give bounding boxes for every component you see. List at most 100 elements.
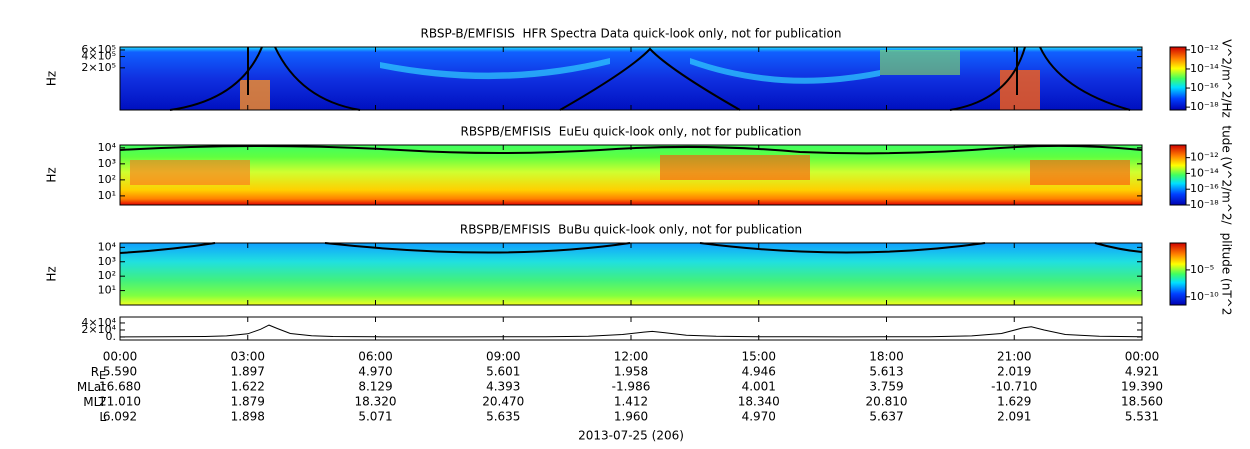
- colorbar-tick-label: 10⁻¹²: [1190, 43, 1219, 56]
- x-tick-label: 00:00: [1125, 350, 1160, 364]
- line: [119, 324, 1143, 338]
- colorbar-label: plitude (nT^2: [1220, 233, 1234, 316]
- y-tick-label: 10³: [98, 255, 116, 268]
- ephemeris-value: 1.958: [614, 365, 648, 379]
- ephemeris-value: 16.680: [99, 380, 141, 394]
- ephemeris-value: 4.970: [358, 365, 392, 379]
- colorbar-tick-label: 10⁻¹⁸: [1190, 198, 1219, 211]
- ephemeris-value: -10.710: [991, 380, 1037, 394]
- x-tick-label: 12:00: [614, 350, 649, 364]
- colorbar-tick-label: 10⁻¹⁸: [1190, 100, 1219, 113]
- y-tick-label: 10⁴: [98, 240, 117, 253]
- x-tick-label: 15:00: [741, 350, 776, 364]
- panel-title: RBSP-B/EMFISIS HFR Spectra Data quick-lo…: [421, 27, 842, 41]
- ephemeris-value: 19.390: [1121, 380, 1163, 394]
- colorbar-tick-label: 10⁻¹⁶: [1190, 182, 1219, 195]
- ephemeris-value: 21.010: [99, 395, 141, 409]
- ephemeris-value: 20.810: [866, 395, 908, 409]
- ephemeris-label: MLT: [83, 395, 106, 409]
- panel-title: RBSPB/EMFISIS BuBu quick-look only, not …: [460, 223, 802, 237]
- x-tick-label: 06:00: [358, 350, 393, 364]
- feature: [1030, 160, 1130, 185]
- y-tick-label: 10⁴: [98, 141, 117, 154]
- y-axis-label: Hz: [45, 266, 59, 281]
- spectrogram-images: [119, 46, 1143, 341]
- colorbar-tick-label: 10⁻¹⁰: [1190, 290, 1219, 303]
- ephemeris-label-text: MLT: [83, 395, 106, 409]
- feature: [380, 58, 610, 80]
- y-tick-label: 10²: [98, 269, 116, 282]
- ephemeris-value: 5.613: [869, 365, 903, 379]
- ephemeris-value: 4.001: [742, 380, 776, 394]
- feature: [660, 155, 810, 180]
- y-tick-label: 10¹: [98, 284, 116, 297]
- colorbar-tick-label: 10⁻¹⁶: [1190, 81, 1219, 94]
- ephemeris-label-text: R: [91, 365, 99, 379]
- ephemeris-value: 20.470: [482, 395, 524, 409]
- ephemeris-value: 1.897: [231, 365, 265, 379]
- x-tick-label: 21:00: [997, 350, 1032, 364]
- spectrogram-2: [120, 145, 1142, 205]
- ephemeris-value: 4.393: [486, 380, 520, 394]
- y-tick-label: 2×10⁴: [81, 323, 116, 336]
- cyclotron-curve: [169, 46, 1131, 111]
- ephemeris-value: 6.092: [103, 410, 137, 424]
- ephemeris-value: 18.320: [355, 395, 397, 409]
- spectrogram-3: [120, 243, 1142, 305]
- ephemeris-label-text: MLat: [77, 380, 106, 394]
- y-tick-label: 10²: [98, 173, 116, 186]
- y-tick-label: 6×10⁵: [81, 43, 116, 56]
- ephemeris-value: 4.946: [742, 365, 776, 379]
- ephemeris-label-sub: E: [99, 369, 106, 382]
- feature: [240, 80, 270, 110]
- y-tick-label: 4×10⁴: [81, 316, 116, 329]
- ephemeris-value: 1.898: [231, 410, 265, 424]
- x-tick-label: 00:00: [103, 350, 138, 364]
- x-tick-label: 03:00: [230, 350, 265, 364]
- ephemeris-value: 5.637: [869, 410, 903, 424]
- ephemeris-value: 18.560: [1121, 395, 1163, 409]
- ephemeris-label: L: [99, 410, 106, 424]
- feature: [130, 160, 250, 185]
- x-tick-label: 09:00: [486, 350, 521, 364]
- ephemeris-label: MLat: [77, 380, 106, 394]
- y-tick-label: 2×10⁵: [81, 61, 116, 74]
- ephemeris-value: 4.970: [742, 410, 776, 424]
- colorbar: [1169, 46, 1187, 111]
- colorbar-tick-label: 10⁻¹⁴: [1190, 62, 1219, 75]
- spectrogram-1: [120, 47, 1142, 110]
- colorbar-label: V^2/m^2/Hz: [1220, 39, 1234, 118]
- colorbar-tick-label: 10⁻⁵: [1190, 263, 1214, 276]
- ephemeris-value: 1.622: [231, 380, 265, 394]
- y-tick-label: 10¹: [98, 189, 116, 202]
- ephemeris-value: 5.590: [103, 365, 137, 379]
- cyclotron-curve: [119, 144, 1143, 155]
- colorbar-label: tude (V^2/m^2/: [1220, 125, 1234, 225]
- ephemeris-value: 4.921: [1125, 365, 1159, 379]
- ephemeris-value: 2.091: [997, 410, 1031, 424]
- ephemeris-value: 5.635: [486, 410, 520, 424]
- ephemeris-value: 1.960: [614, 410, 648, 424]
- ephemeris-value: -1.986: [612, 380, 651, 394]
- ephemeris-value: 18.340: [738, 395, 780, 409]
- feature: [880, 50, 960, 75]
- y-axis-label: Hz: [45, 167, 59, 182]
- ephemeris-value: 5.071: [358, 410, 392, 424]
- x-tick-label: 18:00: [869, 350, 904, 364]
- y-tick-label: 10³: [98, 157, 116, 170]
- ephemeris-value: 3.759: [869, 380, 903, 394]
- ephemeris-value: 5.601: [486, 365, 520, 379]
- ephemeris-value: 1.412: [614, 395, 648, 409]
- colorbar: [1169, 144, 1187, 206]
- feature: [690, 58, 880, 84]
- y-tick-label: 0.: [106, 330, 117, 343]
- ephemeris-label-text: L: [99, 410, 106, 424]
- date-label: 2013-07-25 (206): [578, 429, 684, 443]
- y-axis-label: Hz: [45, 71, 59, 86]
- panel-title: RBSPB/EMFISIS EuEu quick-look only, not …: [461, 125, 802, 139]
- ephemeris-value: 8.129: [358, 380, 392, 394]
- colorbar: [1169, 242, 1187, 306]
- feature: [1000, 70, 1040, 110]
- y-tick-label: 4×10⁵: [81, 50, 116, 63]
